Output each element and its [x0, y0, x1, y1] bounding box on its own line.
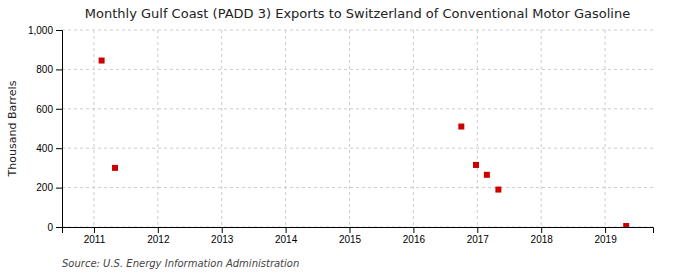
y-axis-label: Thousand Barrels	[6, 80, 19, 177]
tick: 2016	[403, 227, 426, 245]
grid-line-x	[93, 30, 94, 227]
tick-label: 800	[36, 64, 53, 75]
grid-line-x	[285, 30, 286, 227]
grid-line-y	[62, 148, 653, 149]
axis-line	[63, 228, 654, 234]
tick-mark	[286, 227, 287, 233]
tick-mark	[56, 188, 62, 189]
point	[484, 172, 490, 178]
tick: 2013	[211, 227, 234, 245]
points	[99, 58, 630, 227]
tick-label: 200	[36, 182, 53, 193]
point	[458, 124, 464, 130]
tick: 200	[36, 182, 62, 193]
annotation: Source: U.S. Energy Information Administ…	[62, 258, 299, 269]
tick-mark	[56, 148, 62, 149]
grid-line-y	[62, 30, 653, 31]
tick-label: 2015	[339, 234, 362, 245]
axis-line	[56, 31, 63, 228]
tick-label: 2014	[275, 234, 298, 245]
tick-label: 1,000	[28, 25, 53, 36]
x-axis: 2011 2012 2013 2014 2015 2016 2017 2018 2019	[63, 227, 654, 245]
grid	[62, 30, 653, 227]
point	[473, 162, 479, 168]
tick-mark	[158, 227, 159, 233]
grid-line-x	[413, 30, 414, 227]
tick-mark	[541, 227, 542, 233]
tick: 0	[47, 222, 62, 233]
y-axis: 0 200 400 600 800 1,000	[28, 25, 63, 233]
tick-mark	[477, 227, 478, 233]
tick-label: 2016	[403, 234, 426, 245]
tick-mark	[94, 227, 95, 233]
grid-line-x	[541, 30, 542, 227]
tick: 400	[36, 143, 62, 154]
grid-line-y	[62, 69, 653, 70]
tick: 2015	[339, 227, 362, 245]
point	[623, 223, 629, 227]
tick-mark	[56, 30, 62, 31]
tick-mark	[56, 69, 62, 70]
tick-label: 2018	[531, 234, 554, 245]
tick: 2017	[467, 227, 490, 245]
tick-label: 2013	[211, 234, 234, 245]
chart-svg: 2011 2012 2013 2014 2015 2016 2017 2018 2019 0 200…	[0, 0, 675, 275]
tick-label: 2011	[84, 234, 106, 245]
grid-line-x	[221, 30, 222, 227]
tick: 1,000	[28, 25, 62, 36]
grid-line-y	[62, 187, 653, 188]
plot-area: 2011 2012 2013 2014 2015 2016 2017 2018 2019 0 200…	[28, 25, 654, 245]
point	[495, 187, 501, 193]
point	[112, 165, 118, 171]
tick: 2019	[594, 227, 617, 245]
grid-line-x	[157, 30, 158, 227]
tick: 800	[36, 64, 62, 75]
tick-mark	[56, 227, 62, 228]
tick-mark	[605, 227, 606, 233]
tick-label: 0	[47, 222, 53, 233]
title: Monthly Gulf Coast (PADD 3) Exports to S…	[85, 6, 630, 21]
tick-mark	[56, 109, 62, 110]
tick: 2018	[531, 227, 554, 245]
tick-mark	[413, 227, 414, 233]
grid-line-y	[62, 108, 653, 109]
grid-line-x	[477, 30, 478, 227]
tick-mark	[222, 227, 223, 233]
tick: 2012	[147, 227, 170, 245]
tick: 2011	[84, 227, 106, 245]
tick-label: 400	[36, 143, 53, 154]
tick-label: 2017	[467, 234, 490, 245]
tick-label: 2019	[594, 234, 617, 245]
grid-line-x	[605, 30, 606, 227]
tick-mark	[350, 227, 351, 233]
grid-line-x	[349, 30, 350, 227]
tick-label: 600	[36, 104, 53, 115]
point	[99, 58, 105, 64]
tick-label: 2012	[147, 234, 170, 245]
chart-container: 2011 2012 2013 2014 2015 2016 2017 2018 2019 0 200…	[0, 0, 675, 275]
tick: 2014	[275, 227, 298, 245]
tick: 600	[36, 104, 62, 115]
